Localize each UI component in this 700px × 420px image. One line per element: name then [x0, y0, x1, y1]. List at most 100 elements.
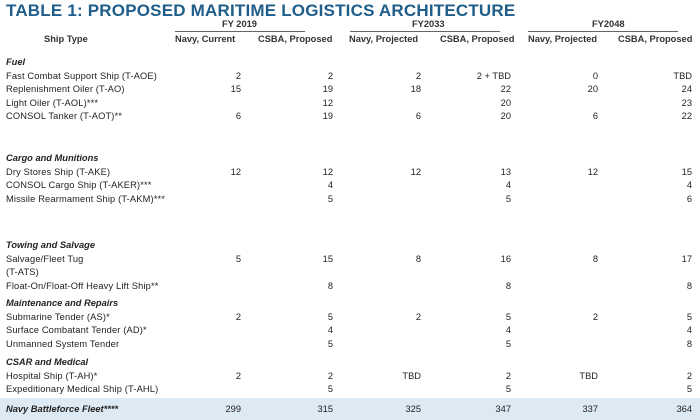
cell-value: 2 [235, 70, 241, 81]
cell-value: 6 [415, 111, 421, 122]
cell-value: 22 [500, 84, 511, 95]
cell-value: 5 [235, 253, 241, 264]
total-row-background [0, 398, 700, 420]
cell-value: TBD [673, 70, 692, 81]
cell-value: 2 [327, 70, 333, 81]
cell-value: 12 [322, 97, 333, 108]
cell-value: 4 [686, 325, 692, 336]
cell-value: 20 [500, 111, 511, 122]
total-value: 315 [317, 404, 333, 414]
cell-value: 15 [322, 253, 333, 264]
year-group-header: FY 2019 [222, 19, 257, 29]
cell-value: 24 [681, 84, 692, 95]
table-title: TABLE 1: PROPOSED MARITIME LOGISTICS ARC… [6, 1, 516, 20]
cell-value: 8 [415, 253, 421, 264]
row-label: Missile Rearmament Ship (T-AKM)*** [6, 193, 166, 204]
cell-value: 16 [500, 253, 511, 264]
year-group-rule [350, 31, 500, 32]
total-value: 299 [225, 404, 241, 414]
cell-value: 5 [505, 384, 511, 395]
row-label: Submarine Tender (AS)* [6, 311, 110, 322]
row-label: Replenishment Oiler (T-AO) [6, 84, 125, 95]
year-group-rule [528, 31, 678, 32]
cell-value: 2 [235, 370, 241, 381]
cell-value: 6 [235, 111, 241, 122]
cell-value: TBD [402, 370, 421, 381]
cell-value: 8 [505, 280, 511, 291]
cell-value: 2 [415, 70, 421, 81]
column-header: Navy, Projected [528, 34, 598, 44]
cell-value: 5 [505, 338, 511, 349]
section-heading: Towing and Salvage [6, 240, 96, 250]
cell-value: 5 [327, 193, 333, 204]
cell-value: 5 [686, 384, 692, 395]
cell-value: 18 [410, 84, 421, 95]
cell-value: 5 [327, 311, 333, 322]
cell-value: 0 [592, 70, 598, 81]
row-label: Expeditionary Medical Ship (T-AHL) [6, 384, 159, 395]
column-header: CSBA, Proposed [618, 34, 693, 44]
cell-value: 15 [230, 84, 241, 95]
column-header: Navy, Projected [349, 34, 419, 44]
row-label: Float-On/Float-Off Heavy Lift Ship** [6, 280, 159, 291]
column-header: Navy, Current [175, 34, 236, 44]
cell-value: 4 [327, 180, 333, 191]
cell-value: 6 [686, 193, 692, 204]
cell-value: 2 [505, 370, 511, 381]
cell-value: 19 [322, 111, 333, 122]
column-header: Ship Type [44, 34, 88, 44]
cell-value: 12 [322, 166, 333, 177]
cell-value: 8 [686, 280, 692, 291]
cell-value: TBD [579, 370, 598, 381]
cell-value: 8 [592, 253, 598, 264]
cell-value: 5 [505, 193, 511, 204]
cell-value: 15 [681, 166, 692, 177]
cell-value: 4 [686, 180, 692, 191]
section-heading: Fuel [6, 57, 26, 67]
cell-value: 20 [587, 84, 598, 95]
cell-value: 2 [415, 311, 421, 322]
cell-value: 8 [327, 280, 333, 291]
cell-value: 4 [327, 325, 333, 336]
cell-value: 5 [327, 384, 333, 395]
cell-value: 5 [505, 311, 511, 322]
year-group-rule [175, 31, 305, 32]
section-heading: CSAR and Medical [6, 357, 89, 367]
cell-value: 8 [686, 338, 692, 349]
total-value: 337 [582, 404, 598, 414]
cell-value: 20 [500, 97, 511, 108]
section-heading: Cargo and Munitions [6, 153, 99, 163]
row-label: Unmanned System Tender [6, 338, 120, 349]
cell-value: 2 [686, 370, 692, 381]
cell-value: 4 [505, 325, 511, 336]
cell-value: 13 [500, 166, 511, 177]
cell-value: 2 [235, 311, 241, 322]
total-label: Navy Battleforce Fleet**** [6, 404, 119, 414]
cell-value: 23 [681, 97, 692, 108]
row-label: Salvage/Fleet Tug [6, 253, 84, 264]
row-label: Hospital Ship (T-AH)* [6, 370, 98, 381]
cell-value: 2 + TBD [476, 70, 511, 81]
cell-value: 19 [322, 84, 333, 95]
cell-value: 5 [686, 311, 692, 322]
cell-value: 5 [327, 338, 333, 349]
cell-value: 12 [587, 166, 598, 177]
row-label: (T-ATS) [6, 267, 39, 278]
cell-value: 12 [410, 166, 421, 177]
cell-value: 2 [592, 311, 598, 322]
column-header: CSBA, Proposed [258, 34, 333, 44]
column-header: CSBA, Proposed [440, 34, 515, 44]
row-label: Surface Combatant Tender (AD)* [6, 325, 147, 336]
total-value: 325 [405, 404, 421, 414]
total-value: 364 [676, 404, 692, 414]
cell-value: 6 [592, 111, 598, 122]
row-label: Fast Combat Support Ship (T-AOE) [6, 70, 158, 81]
year-group-header: FY2048 [592, 19, 625, 29]
cell-value: 22 [681, 111, 692, 122]
cell-value: 12 [230, 166, 241, 177]
row-label: CONSOL Tanker (T-AOT)** [6, 111, 123, 122]
cell-value: 17 [681, 253, 692, 264]
year-group-header: FY2033 [412, 19, 445, 29]
cell-value: 4 [505, 180, 511, 191]
total-value: 347 [495, 404, 511, 414]
